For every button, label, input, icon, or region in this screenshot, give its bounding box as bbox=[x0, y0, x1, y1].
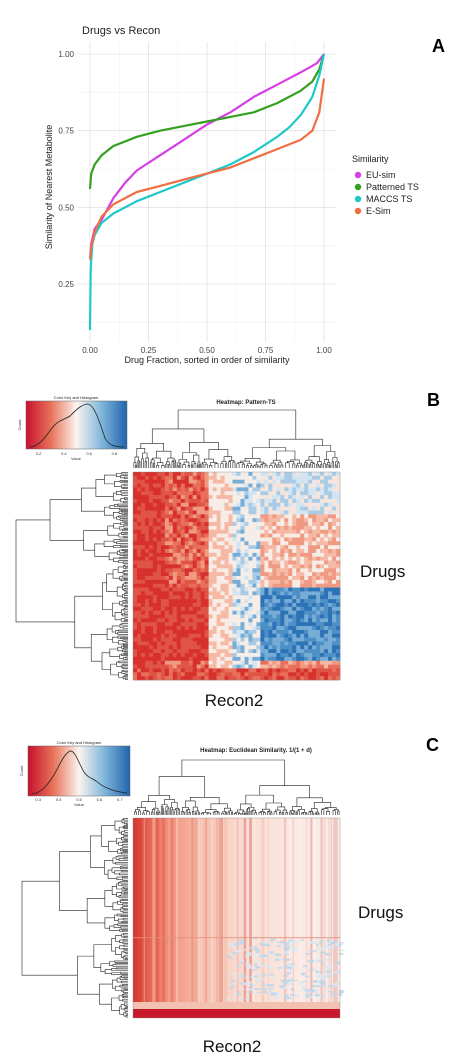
panel-a: A Drugs vs Recon 0.00 0.25 0.50 0.75 1.00 0.2… bbox=[44, 25, 445, 365]
legend: EU-sim Patterned TS MACCS TS E-Sim bbox=[354, 170, 419, 216]
legend-title: Similarity bbox=[352, 154, 389, 164]
series-line-patterned-ts bbox=[88, 53, 326, 189]
heatmap-c-column-dendrogram bbox=[133, 759, 340, 815]
legend-key bbox=[354, 207, 362, 215]
heatmap-c-ylabel: Drugs bbox=[358, 903, 403, 922]
legend-label: Patterned TS bbox=[366, 182, 419, 192]
plot-a-grid bbox=[78, 42, 336, 342]
heatmap-c-title: Heatmap: Euclidean Similarity. 1/(1 + d) bbox=[200, 748, 312, 754]
chart-a-title: Drugs vs Recon bbox=[82, 25, 160, 37]
heatmap-b-xlabel: Recon2 bbox=[205, 691, 264, 710]
color-key-b: Color Key and Histogram 0.2 0.4 0.6 0.8 Val… bbox=[17, 395, 128, 461]
heatmap-b-column-dendrogram bbox=[133, 409, 340, 468]
legend-key bbox=[354, 171, 362, 179]
heatmap-c-xlabel: Recon2 bbox=[203, 1037, 262, 1056]
heatmap-b-ylabel: Drugs bbox=[360, 562, 405, 581]
x-tick-label: 0.00 bbox=[82, 346, 98, 355]
color-key-tick: 0.6 bbox=[97, 797, 103, 802]
color-key-c: Color Key and Histogram 0.3 0.4 0.5 0.6 0.7 … bbox=[19, 740, 131, 807]
panel-label-b: B bbox=[427, 390, 440, 410]
color-key-tick: 0.7 bbox=[117, 797, 123, 802]
x-tick-label: 0.50 bbox=[199, 346, 215, 355]
legend-label: E-Sim bbox=[366, 206, 391, 216]
heatmap-b-row-dendrogram bbox=[15, 472, 128, 680]
color-key-tick: 0.3 bbox=[35, 797, 41, 802]
y-tick-label: 0.25 bbox=[58, 280, 74, 289]
x-tick-label: 1.00 bbox=[316, 346, 332, 355]
panel-c: C Color Key and Histogram 0.3 0.4 0.5 0.6 0.… bbox=[19, 735, 439, 1056]
color-key-tick: 0.4 bbox=[56, 797, 62, 802]
svg-text:Count: Count bbox=[17, 419, 22, 431]
color-key-tick: 0.5 bbox=[76, 797, 82, 802]
svg-text:Value: Value bbox=[74, 802, 85, 807]
color-key-tick: 0.6 bbox=[86, 451, 92, 456]
x-axis-title: Drug Fraction, sorted in order of simila… bbox=[124, 355, 290, 365]
legend-key bbox=[354, 195, 362, 203]
series-line-e-sim bbox=[88, 78, 326, 260]
heatmap-b bbox=[132, 471, 341, 681]
y-tick-label: 1.00 bbox=[58, 50, 74, 59]
color-key-tick: 0.2 bbox=[36, 451, 42, 456]
color-key-tick: 0.4 bbox=[61, 451, 67, 456]
y-tick-label: 0.75 bbox=[58, 127, 74, 136]
x-tick-label: 0.25 bbox=[141, 346, 157, 355]
x-tick-label: 0.75 bbox=[258, 346, 274, 355]
legend-label: MACCS TS bbox=[366, 194, 412, 204]
y-tick-label: 0.50 bbox=[58, 203, 74, 212]
plot-a-ticks: 0.00 0.25 0.50 0.75 1.00 0.25 0.50 0.75 1.00 bbox=[58, 50, 332, 355]
svg-text:Count: Count bbox=[19, 765, 24, 777]
heatmap-c bbox=[132, 817, 345, 1019]
plot-a-series bbox=[88, 53, 326, 331]
svg-text:Color Key and Histogram: Color Key and Histogram bbox=[54, 395, 99, 400]
color-key-tick: 0.8 bbox=[112, 451, 118, 456]
panel-label-c: C bbox=[426, 735, 439, 755]
legend-key bbox=[354, 183, 362, 191]
y-axis-title: Similarity of Nearest Metabolite bbox=[44, 125, 54, 250]
panel-b: B Color Key and Histogram 0.2 0.4 0.6 0.8 V… bbox=[15, 390, 440, 710]
svg-text:Value: Value bbox=[71, 456, 82, 461]
svg-text:Color Key and Histogram: Color Key and Histogram bbox=[57, 740, 102, 745]
legend-label: EU-sim bbox=[366, 170, 396, 180]
heatmap-b-title: Heatmap: Pattern-TS bbox=[216, 400, 275, 406]
heatmap-c-row-dendrogram bbox=[21, 818, 128, 1018]
panel-label-a: A bbox=[432, 36, 445, 56]
